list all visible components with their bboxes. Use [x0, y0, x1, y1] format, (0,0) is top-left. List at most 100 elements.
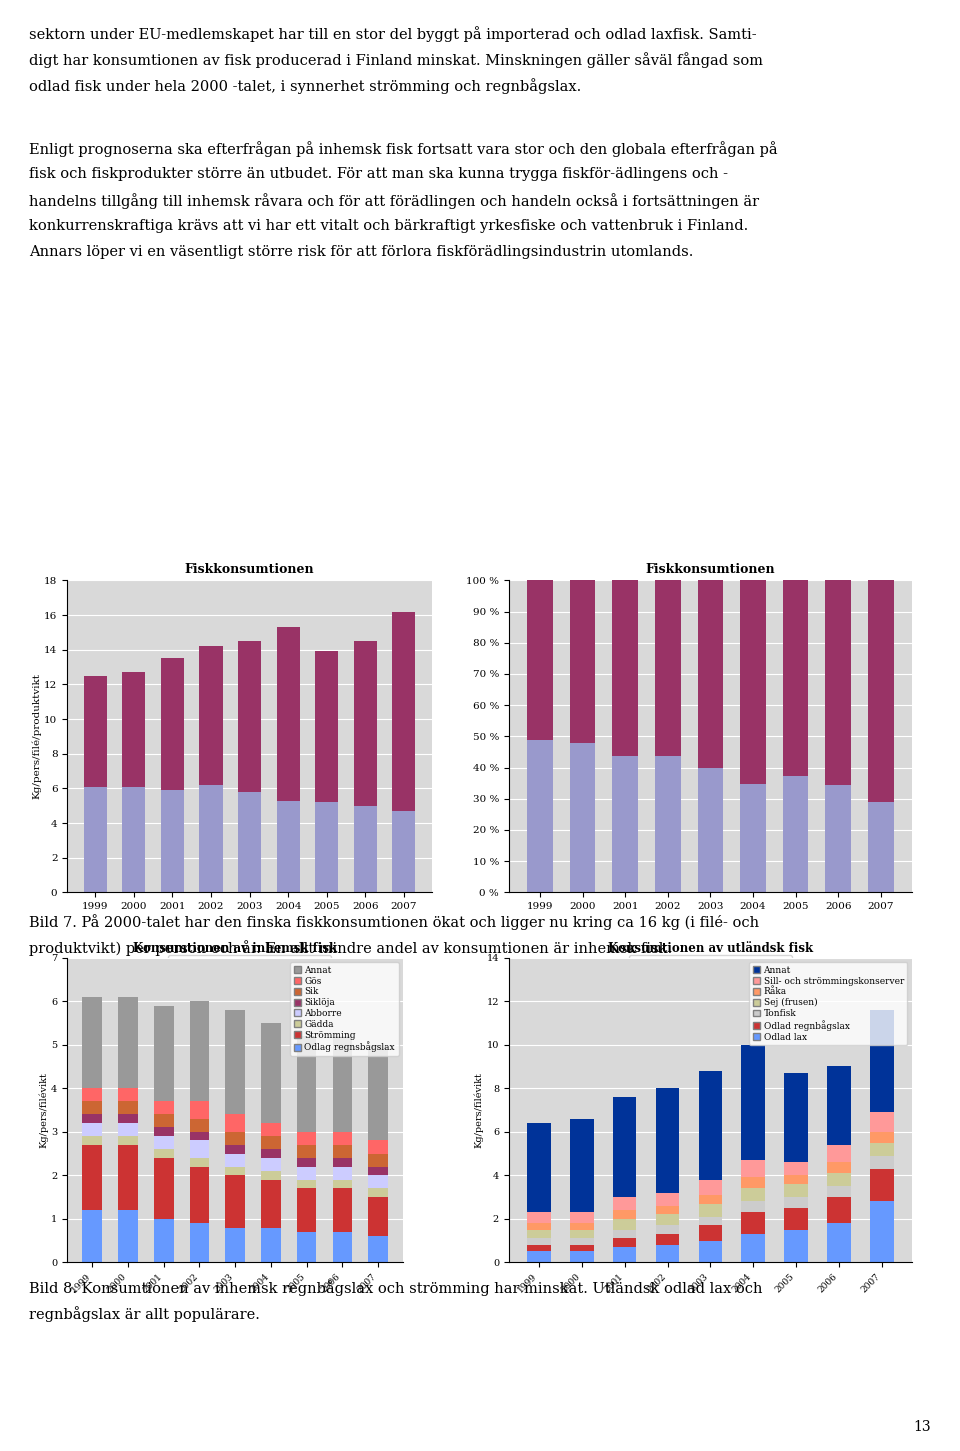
Bar: [612, 1248, 636, 1262]
Bar: [656, 1225, 680, 1233]
Legend: Inhemsk, Utländsk: Inhemsk, Utländsk: [629, 955, 792, 974]
Bar: [741, 1213, 765, 1233]
Bar: [828, 1223, 851, 1262]
Bar: [699, 1216, 722, 1225]
Bar: [190, 1158, 209, 1167]
Title: Konsumtionen av utländsk fisk: Konsumtionen av utländsk fisk: [608, 942, 813, 955]
Bar: [570, 1213, 593, 1223]
Bar: [332, 1132, 352, 1145]
Bar: [741, 1233, 765, 1262]
Bar: [261, 1171, 280, 1180]
Bar: [784, 1074, 808, 1162]
Bar: [369, 1197, 388, 1236]
Bar: [656, 1193, 680, 1206]
Bar: [612, 756, 638, 892]
Bar: [332, 1232, 352, 1262]
Bar: [569, 743, 595, 892]
Bar: [118, 1145, 138, 1210]
Bar: [297, 1132, 317, 1145]
Bar: [784, 1184, 808, 1197]
Bar: [369, 1140, 388, 1154]
Bar: [226, 1228, 245, 1262]
Bar: [699, 1196, 722, 1204]
Bar: [84, 786, 107, 892]
Bar: [656, 1206, 680, 1214]
Bar: [569, 580, 595, 743]
Bar: [527, 1123, 551, 1213]
Legend: Inhemsk, Utländsk: Inhemsk, Utländsk: [168, 955, 331, 974]
Bar: [200, 785, 223, 892]
Bar: [154, 1219, 174, 1262]
Bar: [297, 1188, 317, 1232]
Text: digt har konsumtionen av fisk producerad i Finland minskat. Minskningen gäller s: digt har konsumtionen av fisk producerad…: [29, 52, 763, 68]
Bar: [741, 1178, 765, 1188]
Bar: [297, 1180, 317, 1188]
Bar: [698, 580, 723, 768]
Bar: [782, 776, 808, 892]
Bar: [784, 1207, 808, 1230]
Bar: [612, 580, 638, 756]
Bar: [393, 611, 416, 811]
Bar: [699, 1204, 722, 1216]
Bar: [226, 1114, 245, 1132]
Text: Annars löper vi en väsentligt större risk för att förlora fiskförädlingsindustri: Annars löper vi en väsentligt större ris…: [29, 245, 693, 260]
Bar: [527, 1245, 551, 1251]
Text: odlad fisk under hela 2000 -talet, i synnerhet strömming och regnbågslax.: odlad fisk under hela 2000 -talet, i syn…: [29, 78, 581, 94]
Bar: [332, 1145, 352, 1158]
Bar: [369, 1045, 388, 1140]
Bar: [226, 1175, 245, 1228]
Bar: [200, 646, 223, 785]
Bar: [740, 580, 766, 785]
Bar: [83, 1101, 102, 1114]
Bar: [83, 1123, 102, 1136]
Bar: [261, 1180, 280, 1228]
Text: handelns tillgång till inhemsk råvara och för att förädlingen och handeln också : handelns tillgång till inhemsk råvara oc…: [29, 193, 759, 209]
Bar: [161, 791, 184, 892]
Bar: [527, 1223, 551, 1230]
Bar: [226, 1010, 245, 1114]
Bar: [656, 1088, 680, 1193]
Bar: [828, 1162, 851, 1172]
Bar: [741, 1161, 765, 1178]
Bar: [870, 1170, 894, 1201]
Bar: [655, 580, 681, 756]
Bar: [122, 672, 146, 786]
Bar: [118, 1088, 138, 1101]
Bar: [741, 1188, 765, 1201]
Bar: [226, 1145, 245, 1154]
Bar: [190, 1001, 209, 1101]
Bar: [369, 1236, 388, 1262]
Bar: [154, 1101, 174, 1114]
Bar: [118, 1210, 138, 1262]
Bar: [369, 1154, 388, 1167]
Bar: [784, 1162, 808, 1175]
Bar: [261, 1228, 280, 1262]
Bar: [161, 659, 184, 791]
Bar: [828, 1172, 851, 1187]
Bar: [118, 1123, 138, 1136]
Bar: [118, 997, 138, 1088]
Bar: [332, 1167, 352, 1180]
Bar: [655, 756, 681, 892]
Bar: [784, 1230, 808, 1262]
Bar: [297, 1167, 317, 1180]
Bar: [826, 580, 852, 785]
Bar: [369, 1175, 388, 1188]
Bar: [870, 1201, 894, 1262]
Bar: [698, 768, 723, 892]
Bar: [261, 1136, 280, 1149]
Title: Fiskkonsumtionen: Fiskkonsumtionen: [184, 563, 315, 576]
Bar: [353, 641, 377, 805]
Bar: [369, 1188, 388, 1197]
Bar: [276, 801, 300, 892]
Bar: [261, 1158, 280, 1171]
Bar: [83, 1145, 102, 1210]
Bar: [154, 1114, 174, 1127]
Bar: [868, 580, 894, 802]
Bar: [870, 1155, 894, 1170]
Bar: [527, 1238, 551, 1245]
Text: Bild 8. Konsumtionen av inhemsk regnbågslax och strömming har minskat. Utländsk : Bild 8. Konsumtionen av inhemsk regnbågs…: [29, 1280, 762, 1296]
Bar: [612, 1230, 636, 1239]
Text: Enligt prognoserna ska efterfrågan på inhemsk fisk fortsatt vara stor och den gl: Enligt prognoserna ska efterfrågan på in…: [29, 141, 778, 157]
Bar: [612, 1197, 636, 1210]
